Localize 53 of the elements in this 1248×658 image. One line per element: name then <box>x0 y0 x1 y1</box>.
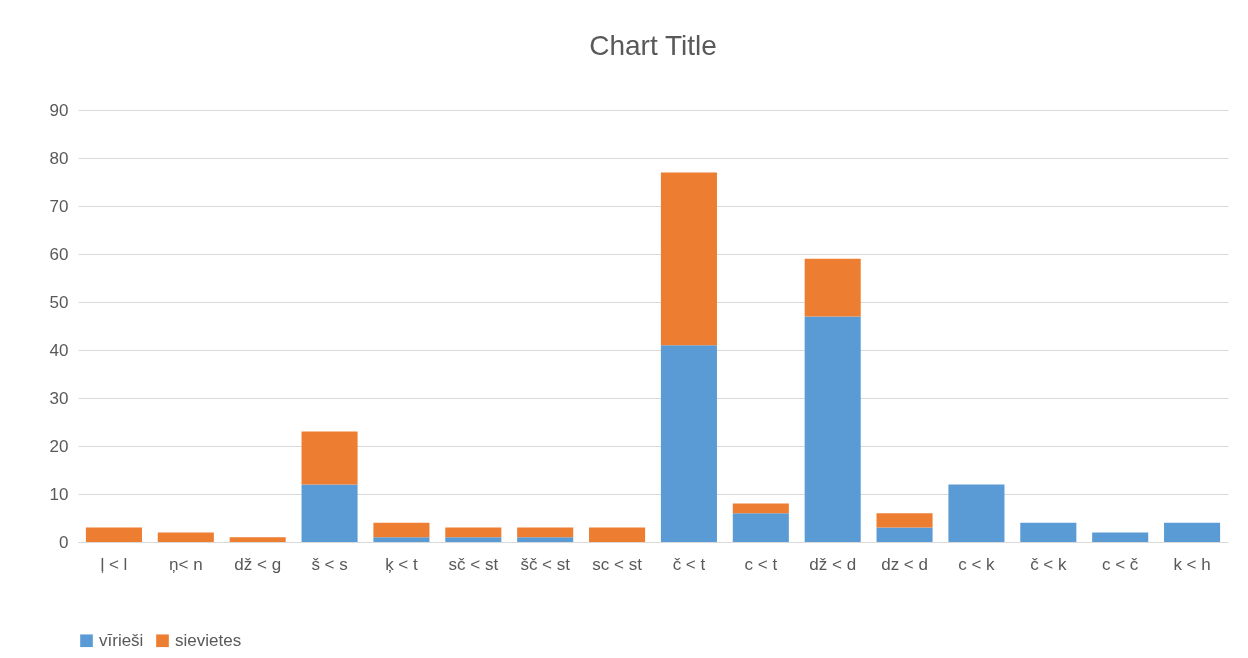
x-tick-label: č < t <box>672 554 706 574</box>
bar <box>1020 522 1077 542</box>
y-tick-label: 80 <box>49 148 69 168</box>
bar <box>301 484 358 542</box>
x-tick-label: dž < g <box>234 554 282 574</box>
chart-title: Chart Title <box>589 30 717 61</box>
x-tick-label: sc < st <box>592 554 643 574</box>
bar <box>589 527 646 542</box>
x-tick-label: č < k <box>1030 554 1067 574</box>
x-tick-label: sč < st <box>448 554 499 574</box>
bar <box>1092 532 1149 542</box>
bar <box>732 513 789 542</box>
bar <box>804 258 861 317</box>
x-tick-label: š < s <box>311 554 348 574</box>
y-tick-label: 40 <box>49 340 69 360</box>
y-tick-label: 0 <box>59 532 69 552</box>
x-tick-label: c < č <box>1102 554 1139 574</box>
bar <box>804 316 861 542</box>
x-tick-label: dž < d <box>809 554 857 574</box>
x-tick-label: ņ< n <box>169 554 203 574</box>
bar <box>445 527 502 538</box>
bar <box>373 522 430 538</box>
bar <box>85 527 142 542</box>
legend-label: sievietes <box>175 630 242 650</box>
y-tick-label: 60 <box>49 244 69 264</box>
y-tick-label: 30 <box>49 388 69 408</box>
bar <box>1164 522 1221 542</box>
y-tick-label: 90 <box>49 100 69 120</box>
legend-label: vīrieši <box>99 630 144 650</box>
bar <box>732 503 789 514</box>
bar <box>157 532 214 542</box>
bar <box>229 537 286 542</box>
y-tick-label: 50 <box>49 292 69 312</box>
x-tick-label: šč < st <box>520 554 571 574</box>
bar <box>517 527 574 538</box>
bar <box>517 537 574 542</box>
bar <box>373 537 430 542</box>
y-tick-label: 20 <box>49 436 69 456</box>
x-tick-label: ķ < t <box>385 554 419 574</box>
bar <box>660 345 717 542</box>
x-tick-label: k < h <box>1173 554 1211 574</box>
bar <box>301 431 358 485</box>
x-tick-label: ļ < l <box>100 554 128 574</box>
y-tick-label: 10 <box>49 484 69 504</box>
bar <box>948 484 1005 542</box>
x-tick-label: dz < d <box>881 554 928 574</box>
x-tick-label: c < t <box>744 554 778 574</box>
bar <box>876 527 933 542</box>
bar <box>445 537 502 542</box>
bar <box>660 172 717 346</box>
y-tick-label: 70 <box>49 196 69 216</box>
bar <box>876 513 933 528</box>
x-tick-label: c < k <box>958 554 996 574</box>
